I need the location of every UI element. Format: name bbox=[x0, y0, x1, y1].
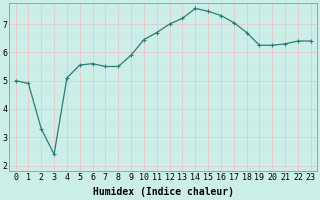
X-axis label: Humidex (Indice chaleur): Humidex (Indice chaleur) bbox=[93, 187, 234, 197]
